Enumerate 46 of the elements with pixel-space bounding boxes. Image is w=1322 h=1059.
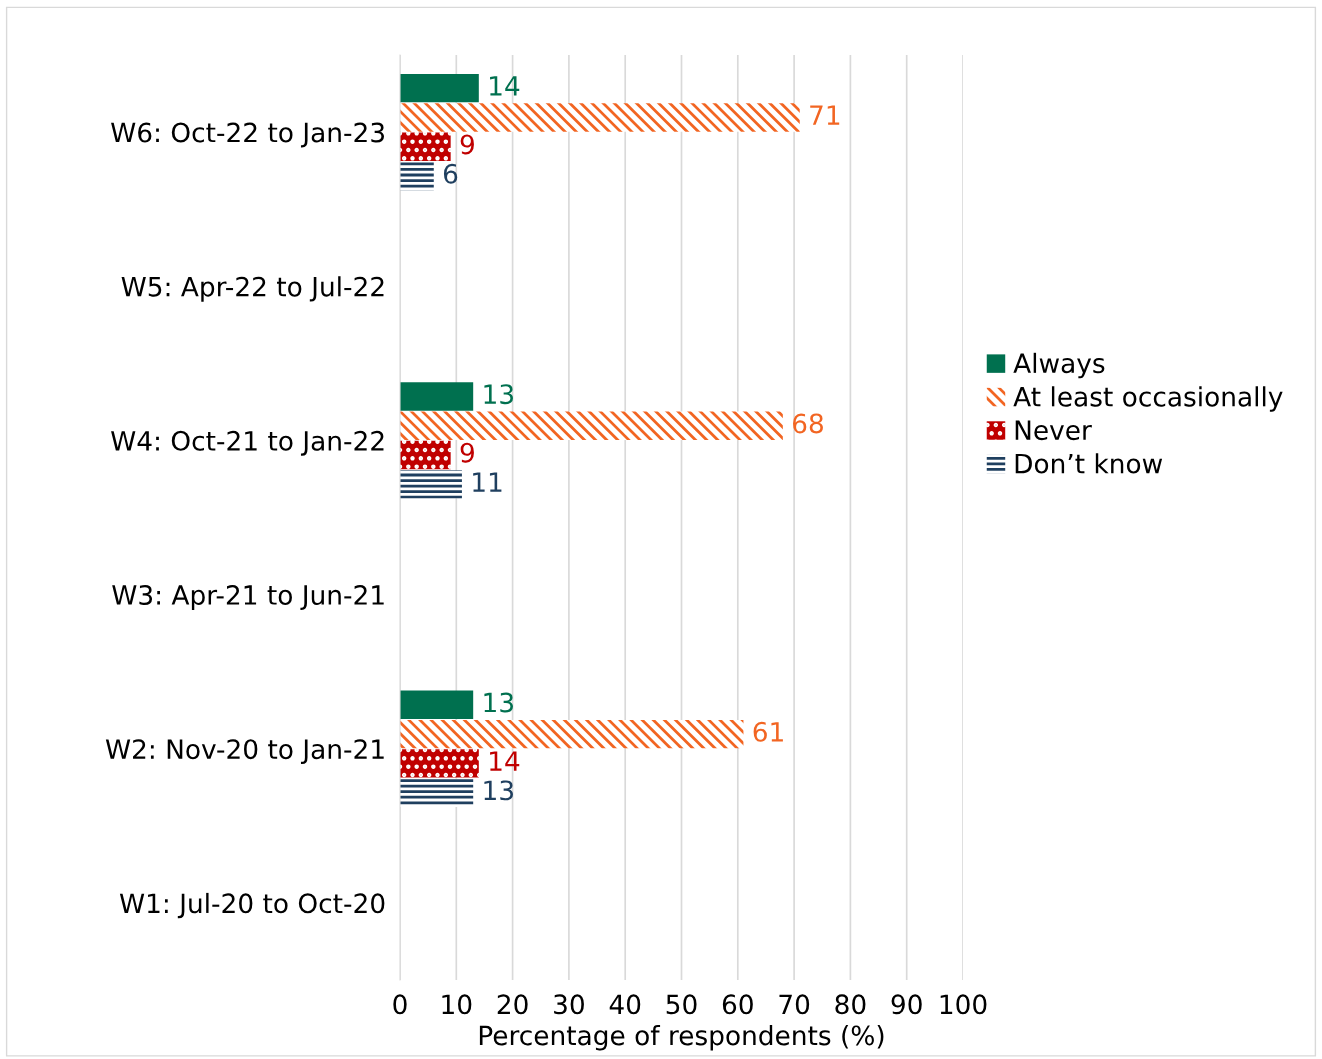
y-tick-label: W1: Jul-20 to Oct-20 (119, 892, 385, 919)
y-tick-label: W2: Nov-20 to Jan-21 (105, 739, 384, 765)
legend-label: Always (1013, 352, 1105, 379)
x-axis-title: Percentage of respondents (%) (479, 1024, 884, 1051)
x-tick-label: 90 (891, 994, 922, 1015)
bar (400, 132, 451, 161)
x-tick-label: 100 (940, 994, 987, 1015)
bar (400, 440, 451, 470)
x-tick-label: 50 (666, 994, 697, 1015)
x-tick-label: 80 (835, 994, 866, 1015)
data-label: 6 (443, 163, 458, 184)
x-tick-label: 0 (393, 994, 407, 1015)
data-label: 9 (460, 134, 474, 155)
bar (400, 411, 783, 440)
legend-label: Don’t know (1015, 453, 1163, 474)
bar (400, 719, 744, 749)
x-tick-label: 10 (442, 994, 472, 1015)
bar (400, 161, 434, 191)
x-tick-label: 70 (779, 994, 810, 1015)
x-tick-label: 20 (497, 994, 528, 1015)
y-tick-label: W4: Oct-21 to Jan-22 (111, 430, 384, 456)
data-label: 13 (484, 780, 513, 801)
data-label: 11 (473, 472, 502, 492)
data-label: 13 (484, 692, 513, 713)
y-tick-label: W6: Oct-22 to Jan-23 (111, 122, 384, 148)
data-label: 14 (490, 751, 520, 771)
x-tick-label: 60 (722, 994, 753, 1015)
data-label: 14 (490, 76, 520, 96)
x-tick-label: 40 (609, 994, 641, 1015)
bar (400, 382, 474, 411)
legend-label: At least occasionally (1013, 386, 1283, 412)
bar (400, 73, 479, 103)
bar (400, 778, 474, 807)
data-label: 9 (460, 442, 474, 463)
data-label: 61 (753, 721, 783, 742)
bar (400, 103, 800, 132)
y-tick-label: W5: Apr-22 to Jul-22 (121, 276, 384, 302)
legend-label: Never (1015, 420, 1092, 441)
data-label: 71 (810, 105, 840, 125)
y-tick-label: W3: Apr-21 to Jun-21 (112, 585, 384, 611)
bar (400, 690, 474, 720)
data-label: 68 (793, 413, 823, 434)
x-tick-label: 30 (554, 994, 584, 1015)
bar (400, 470, 462, 499)
data-label: 13 (484, 384, 513, 405)
bar (400, 749, 479, 778)
